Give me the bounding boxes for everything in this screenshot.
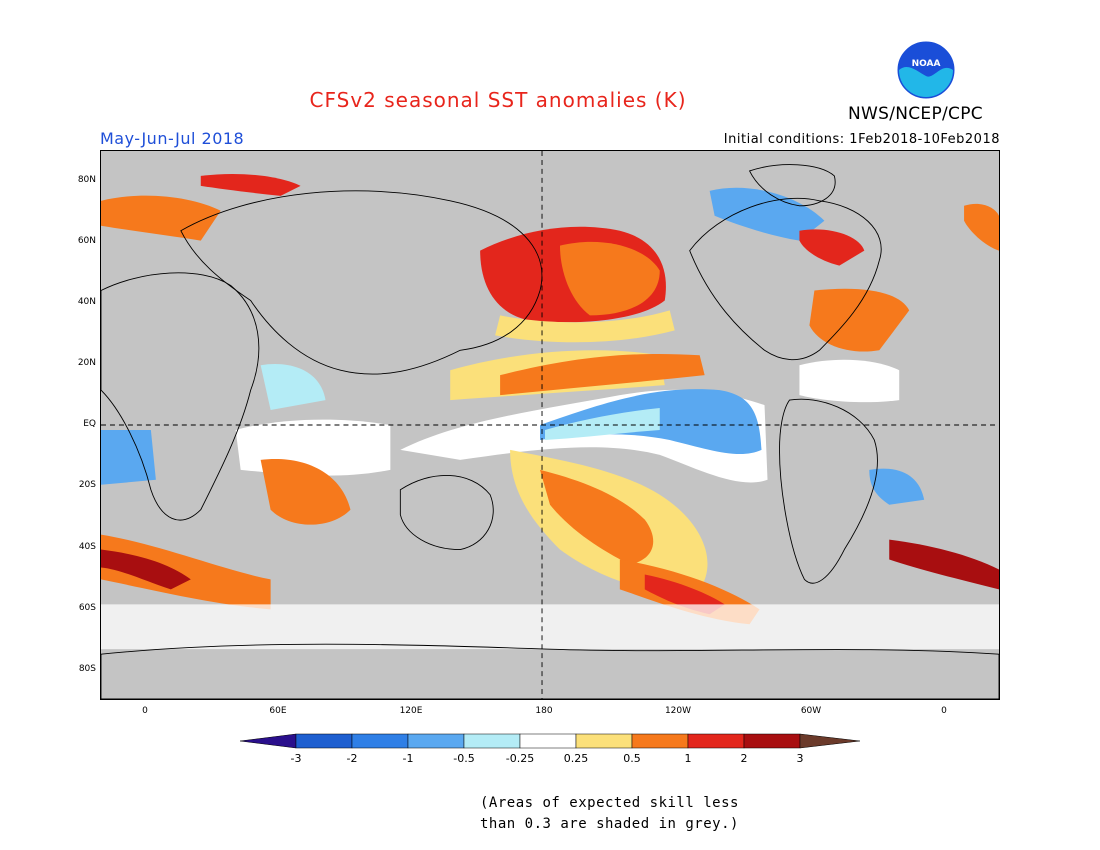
eurasia-outline [180, 190, 543, 375]
map-title: CFSv2 seasonal SST anomalies (K) [309, 88, 687, 112]
lon-tick-0-west: 0 [142, 706, 148, 716]
sst-anomaly-map [100, 150, 1000, 700]
south-atlantic-cool [869, 468, 925, 505]
cbar-label: -0.25 [505, 752, 535, 765]
skill-note-line-2: than 0.3 are shaded in grey.) [480, 816, 739, 832]
cbar-label: 3 [796, 752, 804, 765]
cbar-seg-9 [743, 733, 801, 749]
lat-tick-80n: 80N [77, 175, 96, 185]
norwegian-sea-warm [101, 195, 221, 241]
cbar-seg-7 [631, 733, 689, 749]
north-pacific-warm-east [559, 241, 660, 316]
logo-wave [899, 66, 953, 97]
south-indian-warm [260, 458, 351, 525]
cbar-label: 1 [684, 752, 692, 765]
skill-note: (Areas of expected skill less than 0.3 a… [480, 793, 739, 835]
lat-tick-20n: 20N [77, 358, 96, 368]
greenland-outline [748, 164, 836, 207]
cbar-seg-6 [575, 733, 633, 749]
logo-text: NOAA [912, 59, 941, 69]
cbar-seg-3 [407, 733, 465, 749]
skill-note-line-1: (Areas of expected skill less [480, 795, 739, 811]
south-america-outline [779, 398, 878, 584]
lon-tick-60w: 60W [800, 706, 822, 716]
west-atlantic-edge-cool [101, 429, 156, 485]
south-pacific-orange [540, 469, 654, 565]
tropical-atlantic-neutral [799, 359, 900, 403]
colorbar [240, 733, 861, 749]
cbar-arrow-low [240, 733, 297, 749]
antarctic-neutral-band [101, 604, 999, 650]
arabian-sea-cool [260, 363, 326, 411]
cbar-label: 2 [740, 752, 748, 765]
season-label: May-Jun-Jul 2018 [100, 129, 245, 148]
lat-tick-60n: 60N [77, 236, 96, 246]
barents-sea-warm [200, 173, 301, 196]
lon-tick-120w: 120W [664, 706, 692, 716]
lon-tick-120e: 120E [399, 706, 423, 716]
lon-tick-60e: 60E [269, 706, 287, 716]
initial-conditions-label: Initial conditions: 1Feb2018-10Feb2018 [723, 132, 1000, 147]
australia-outline [399, 474, 494, 550]
lat-tick-60s: 60S [78, 603, 96, 613]
south-atlantic-indian-warm [101, 534, 271, 610]
noaa-logo: NOAA [896, 40, 956, 100]
logo-ring [896, 40, 956, 100]
north-pacific-yellow-band [495, 310, 675, 343]
cbar-seg-8 [687, 733, 745, 749]
nordic-seas-east-warm [964, 203, 999, 251]
lat-tick-eq: EQ [83, 419, 96, 429]
lat-tick-40s: 40S [78, 542, 96, 552]
cbar-seg-5 [519, 733, 577, 749]
south-atlantic-dark-red [889, 539, 999, 590]
north-atlantic-warm [809, 288, 910, 352]
cbar-arrow-high [799, 733, 861, 749]
lon-tick-0-east: 0 [941, 706, 947, 716]
africa-outline [101, 272, 260, 521]
north-america-outline [689, 197, 882, 361]
cbar-seg-4 [463, 733, 521, 749]
antarctica-outline [101, 643, 999, 699]
lat-tick-40n: 40N [77, 297, 96, 307]
southern-ocean-dark-red-west [101, 549, 191, 590]
lat-tick-80s: 80S [78, 664, 96, 674]
subtropical-np-orange [500, 353, 705, 396]
cbar-label: 0.25 [563, 752, 589, 765]
cbar-label: -0.5 [453, 752, 475, 765]
agency-label: NWS/NCEP/CPC [848, 104, 983, 124]
lon-tick-180: 180 [535, 706, 553, 716]
cold-tongue-edge [545, 408, 660, 440]
hudson-bay-cool [709, 187, 825, 241]
labrador-sea-warm [799, 229, 865, 266]
coastlines [101, 164, 999, 699]
cbar-label: -2 [346, 752, 358, 765]
lat-tick-20s: 20S [78, 480, 96, 490]
cbar-label: 0.5 [623, 752, 641, 765]
cbar-label: -3 [290, 752, 302, 765]
cbar-seg-1 [295, 733, 353, 749]
cbar-seg-2 [351, 733, 409, 749]
cbar-label: -1 [402, 752, 414, 765]
